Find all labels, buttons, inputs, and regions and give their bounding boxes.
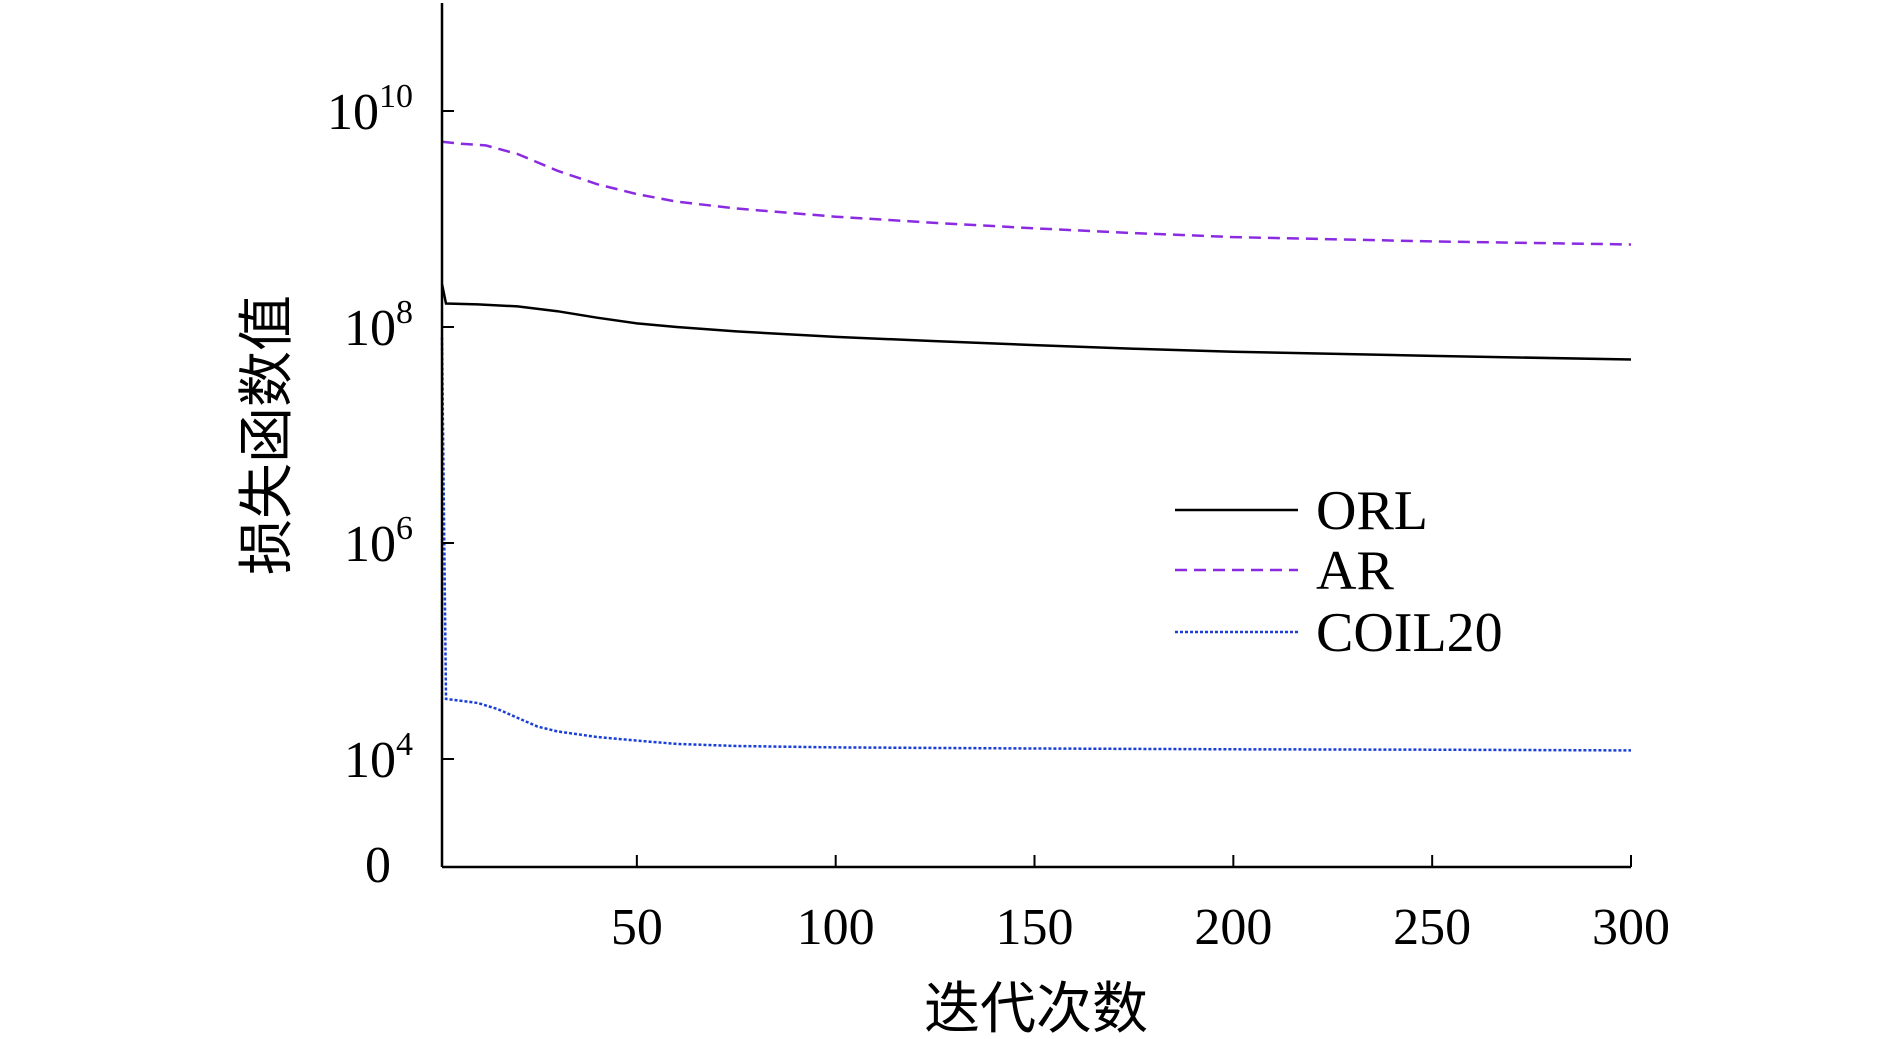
x-tick-label: 100 (797, 899, 875, 956)
y-tick-base: 10 (344, 300, 396, 357)
y-tick-exponent: 8 (396, 294, 413, 331)
series-layer (440, 140, 1632, 752)
y-tick-base: 10 (344, 516, 396, 573)
y-tick-base: 10 (327, 84, 379, 141)
y-tick-base: 10 (344, 732, 396, 789)
x-tick-label: 250 (1393, 899, 1471, 956)
y-zero-label: 0 (365, 837, 391, 894)
y-tick-exponent: 6 (396, 510, 413, 547)
y-tick-label: 1010 (327, 78, 413, 141)
axes (440, 3, 1631, 869)
series-line-ar (441, 140, 1632, 246)
x-tick-label: 50 (611, 899, 663, 956)
y-tick-label: 104 (344, 726, 413, 789)
series-line-orl (440, 283, 1632, 361)
x-axis-title: 迭代次数 (924, 977, 1148, 1039)
legend-label-coil20: COIL20 (1316, 602, 1503, 664)
y-tick-label: 108 (344, 294, 413, 357)
y-tick-exponent: 4 (396, 726, 413, 763)
y-tick-label: 106 (344, 510, 413, 573)
legend-label-ar: AR (1316, 540, 1394, 602)
y-axis-title: 损失函数值 (235, 295, 300, 575)
series-line-coil20 (440, 337, 1632, 752)
x-tick-label: 300 (1592, 899, 1670, 956)
x-tick-label: 150 (996, 899, 1074, 956)
legend-label-orl: ORL (1316, 480, 1428, 542)
x-ticks: 50 100 150 200 250 300 (611, 855, 1670, 956)
x-tick-label: 200 (1194, 899, 1272, 956)
y-tick-exponent: 10 (379, 78, 413, 115)
